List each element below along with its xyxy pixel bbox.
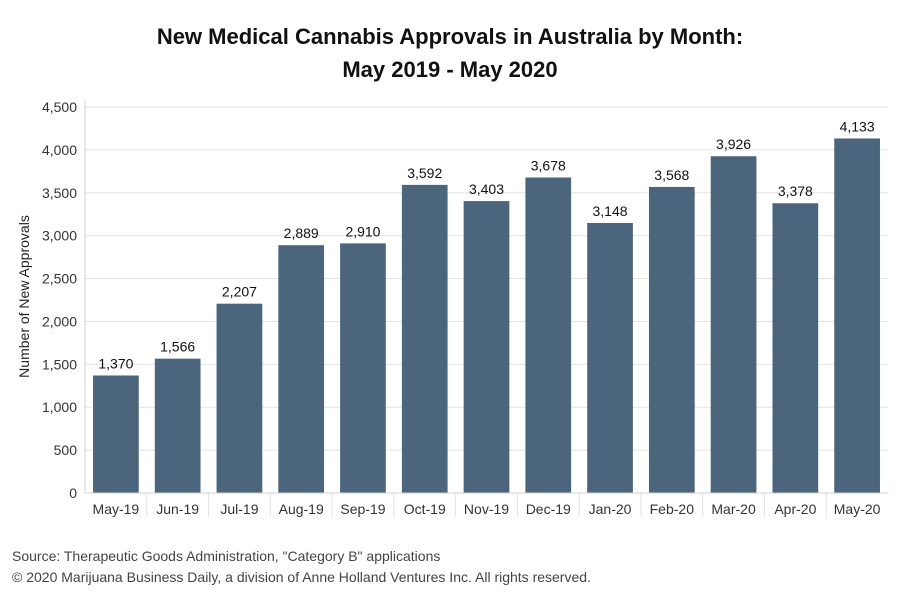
x-tick-label: Nov-19 [464, 501, 509, 517]
bar [93, 375, 139, 493]
y-tick-label: 500 [54, 442, 78, 458]
x-tick-label: Mar-20 [711, 501, 756, 517]
x-tick-label: Jan-20 [589, 501, 632, 517]
bar [772, 203, 819, 493]
x-tick-label: Aug-19 [279, 501, 324, 517]
chart-title-line-2: May 2019 - May 2020 [342, 57, 558, 82]
bar [216, 303, 263, 493]
bar-value-label: 1,370 [98, 355, 133, 371]
x-tick-label: Feb-20 [650, 501, 695, 517]
bar-value-label: 2,889 [284, 225, 319, 241]
y-tick-label: 2,500 [42, 271, 77, 287]
bar [834, 138, 880, 493]
bar-value-label: 1,566 [160, 339, 195, 355]
y-tick-label: 0 [69, 485, 77, 501]
y-tick-label: 3,000 [42, 228, 77, 244]
bar-value-label: 3,592 [407, 165, 442, 181]
bar [154, 358, 201, 493]
y-tick-label: 2,000 [42, 313, 77, 329]
bar [278, 245, 325, 493]
x-tick-label: May-20 [834, 501, 881, 517]
bar [340, 243, 386, 493]
source-note: Source: Therapeutic Goods Administration… [12, 548, 441, 564]
x-tick-label: Dec-19 [526, 501, 571, 517]
bar-value-label: 2,910 [345, 223, 380, 239]
axes [84, 100, 888, 494]
bar-value-label: 3,678 [531, 158, 566, 174]
bars [93, 138, 880, 494]
y-axis-title: Number of New Approvals [16, 215, 32, 378]
x-tick-label: Sep-19 [340, 501, 385, 517]
bar [710, 156, 757, 493]
bar [648, 186, 695, 493]
bar [463, 201, 510, 494]
bar-value-label: 3,568 [654, 167, 689, 183]
copyright-note: © 2020 Marijuana Business Daily, a divis… [12, 569, 591, 585]
x-tick-label: Oct-19 [404, 501, 446, 517]
x-tick-label: Apr-20 [774, 501, 816, 517]
labels: 0 500 1,000 1,500 2,000 2,500 3,000 3,500 4,000 4… [16, 99, 881, 517]
bar [401, 184, 448, 493]
chart-title: New Medical Cannabis Approvals in Austra… [0, 20, 900, 86]
bar-value-label: 4,133 [840, 118, 875, 134]
y-tick-label: 1,500 [42, 356, 77, 372]
y-tick-label: 1,000 [42, 399, 77, 415]
chart-footer: Source: Therapeutic Goods Administration… [12, 546, 591, 588]
y-tick-label: 3,500 [42, 185, 77, 201]
x-tick-label: Jul-19 [220, 501, 258, 517]
bar-value-label: 3,148 [593, 203, 628, 219]
bar [587, 222, 633, 493]
bar-value-label: 2,207 [222, 284, 257, 300]
bar [525, 177, 572, 493]
y-tick-label: 4,500 [42, 99, 77, 115]
y-tick-label: 4,000 [42, 142, 77, 158]
x-tick-label: Jun-19 [156, 501, 199, 517]
bar-value-label: 3,926 [716, 136, 751, 152]
chart-title-line-1: New Medical Cannabis Approvals in Austra… [156, 24, 744, 49]
bar-value-label: 3,403 [469, 181, 504, 197]
bar-value-label: 3,378 [778, 183, 813, 199]
x-tick-label: May-19 [93, 501, 140, 517]
